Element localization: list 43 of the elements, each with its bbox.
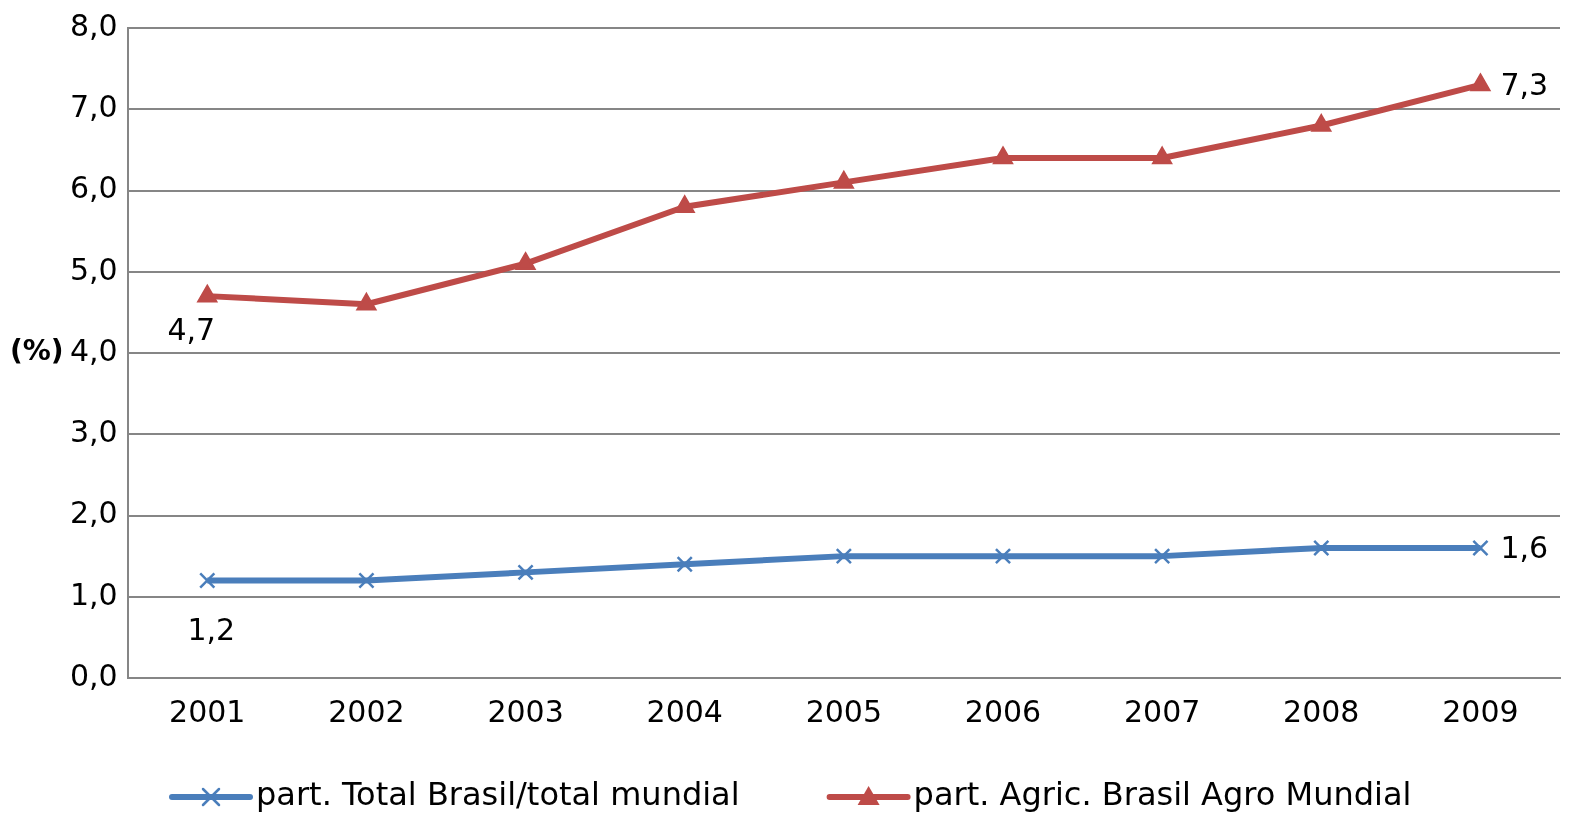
legend-label: part. Total Brasil/total mundial bbox=[256, 775, 740, 814]
y-tick-label: 6,0 bbox=[69, 170, 118, 206]
x-tick-label: 2001 bbox=[169, 693, 246, 729]
point bbox=[1312, 539, 1330, 557]
x-tick-label: 2003 bbox=[487, 693, 564, 729]
point bbox=[515, 252, 536, 270]
x-tick-label: 2007 bbox=[1123, 693, 1201, 729]
data-label: 1,6 bbox=[1500, 529, 1549, 565]
data-label: 4,7 bbox=[167, 311, 216, 347]
y-tick-label: 2,0 bbox=[69, 495, 118, 531]
y-tick-label: 0,0 bbox=[69, 657, 118, 693]
point bbox=[1472, 539, 1489, 557]
y-tick-label: 4,0 bbox=[69, 332, 118, 368]
point bbox=[1311, 114, 1332, 132]
point bbox=[674, 195, 695, 213]
y-tick-label: 3,0 bbox=[69, 414, 118, 450]
point bbox=[197, 284, 218, 303]
data-label: 7,3 bbox=[1500, 66, 1549, 102]
y-tick-label: 8,0 bbox=[69, 7, 118, 43]
x-tick-label: 2004 bbox=[646, 693, 723, 729]
point bbox=[358, 572, 375, 589]
point bbox=[835, 547, 853, 565]
point bbox=[676, 555, 694, 573]
legend-label: part. Agric. Brasil Agro Mundial bbox=[913, 775, 1412, 814]
point bbox=[994, 547, 1012, 565]
point bbox=[517, 564, 534, 581]
point bbox=[993, 146, 1013, 165]
x-tick-label: 2006 bbox=[964, 693, 1042, 729]
data-label: 1,2 bbox=[187, 612, 236, 648]
x-tick-label: 2002 bbox=[328, 693, 405, 729]
point bbox=[356, 293, 377, 311]
x-tick-label: 2005 bbox=[805, 693, 883, 729]
x-tick-label: 2009 bbox=[1442, 693, 1519, 729]
point bbox=[1470, 73, 1491, 92]
point bbox=[1153, 547, 1171, 565]
y-tick-label: 1,0 bbox=[69, 576, 118, 612]
y-tick-label: 7,0 bbox=[69, 89, 118, 125]
y-tick-label: 5,0 bbox=[69, 251, 118, 287]
point bbox=[833, 171, 854, 189]
x-tick-label: 2008 bbox=[1283, 693, 1360, 729]
point bbox=[198, 572, 216, 589]
y-axis-title: (%) bbox=[10, 334, 64, 368]
point bbox=[1152, 146, 1173, 165]
